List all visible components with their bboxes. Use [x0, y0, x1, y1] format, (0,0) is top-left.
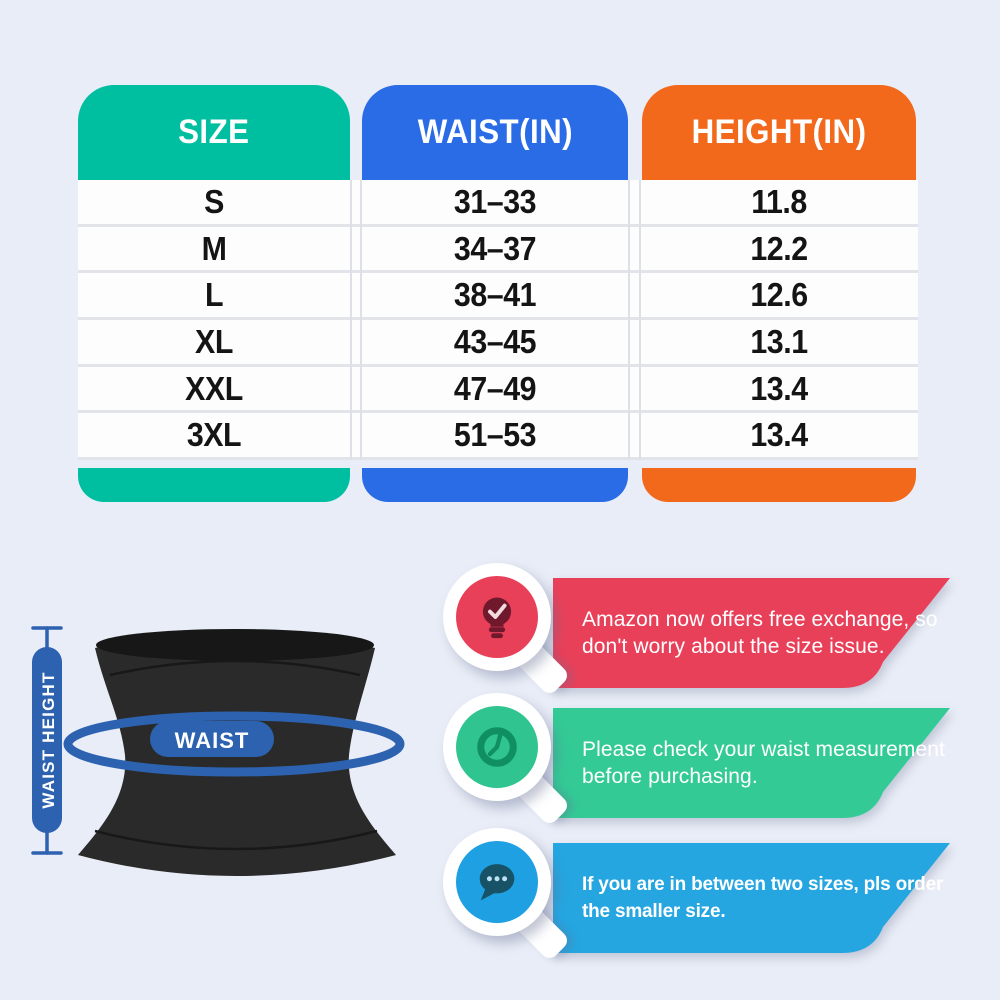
waist-column-footer [362, 468, 628, 502]
callout-text: Amazon now offers free exchange, so don'… [582, 606, 962, 660]
column-divider [360, 180, 362, 460]
cell-waist: 31–33 [453, 182, 537, 220]
garment-opening [96, 629, 374, 661]
callout-line: If you are in between two sizes, pls ord… [582, 874, 944, 895]
lightbulb-check-icon [456, 576, 538, 658]
cell-height: 13.4 [750, 416, 808, 454]
callout-line: don't worry about the size issue. [582, 635, 885, 658]
cell-waist: 34–37 [453, 229, 537, 267]
height-header-label: HEIGHT(IN) [691, 113, 867, 151]
bottom-seam [94, 829, 378, 851]
table-row-m: M 34–37 12.2 [78, 227, 918, 274]
waist-trainer-diagram: WAIST WAIST HEIGHT [15, 595, 445, 905]
cell-height: 12.6 [750, 276, 808, 314]
column-divider [350, 180, 352, 460]
chat-dots-icon [456, 841, 538, 923]
height-dimension-lines [31, 626, 63, 855]
waist-label-pill [150, 721, 274, 757]
cell-waist: 38–41 [453, 276, 537, 314]
size-header-label: SIZE [178, 113, 250, 151]
callout-line: before purchasing. [582, 765, 758, 788]
waist-header-label: WAIST(IN) [417, 113, 573, 151]
table-row-l: L 38–41 12.6 [78, 273, 918, 321]
waist-measure-ellipse [63, 711, 405, 777]
callout-line: the smaller size. [582, 901, 726, 922]
height-column-footer [642, 468, 916, 502]
column-divider [639, 180, 641, 460]
callout-free-exchange: Amazon now offers free exchange, so don'… [438, 560, 978, 705]
waist-trainer-illustration: WAIST WAIST HEIGHT [31, 626, 405, 876]
table-row-xxl: XXL 47–49 13.4 [78, 367, 918, 414]
callout-between-sizes: If you are in between two sizes, pls ord… [438, 825, 978, 970]
cell-height: 11.8 [751, 182, 807, 220]
cell-size: S [204, 182, 224, 220]
callout-line: Please check your waist measurement [582, 738, 945, 761]
blue-banner [553, 843, 950, 953]
cell-size: XXL [185, 369, 243, 407]
callout-line: Amazon now offers free exchange, so [582, 608, 938, 631]
cell-waist: 51–53 [453, 416, 537, 454]
waist-height-pill [32, 647, 62, 833]
size-table: SIZE WAIST(IN) HEIGHT(IN) S 31–33 11.8 M… [78, 85, 918, 502]
cell-size: XL [195, 322, 233, 360]
cell-height: 12.2 [750, 229, 808, 267]
waist-height-label: WAIST HEIGHT [39, 671, 58, 808]
size-table-body: S 31–33 11.8 M 34–37 12.2 L 38–41 12.6 X… [78, 180, 918, 460]
green-banner [553, 708, 950, 818]
waist-column-header: WAIST(IN) [362, 85, 628, 180]
cell-size: L [204, 276, 224, 314]
column-divider [628, 180, 630, 460]
table-row-3xl: 3XL 51–53 13.4 [78, 413, 918, 457]
callout-check-measurement: Please check your waist measurement befo… [438, 690, 978, 835]
clock-icon [456, 706, 538, 788]
red-banner [553, 578, 950, 688]
size-column-header: SIZE [78, 85, 350, 180]
cell-size: M [201, 229, 227, 267]
top-seam [109, 659, 361, 677]
table-row-s: S 31–33 11.8 [78, 180, 918, 227]
cell-size: 3XL [186, 416, 242, 454]
cell-height: 13.1 [750, 322, 808, 360]
cell-waist: 47–49 [453, 369, 537, 407]
table-row-xl: XL 43–45 13.1 [78, 320, 918, 367]
waist-label: WAIST [175, 728, 250, 753]
cell-height: 13.4 [750, 369, 808, 407]
height-column-header: HEIGHT(IN) [642, 85, 916, 180]
callout-text: Please check your waist measurement befo… [582, 736, 962, 790]
size-column-footer [78, 468, 350, 502]
callout-text: If you are in between two sizes, pls ord… [582, 871, 962, 925]
cell-waist: 43–45 [453, 322, 537, 360]
